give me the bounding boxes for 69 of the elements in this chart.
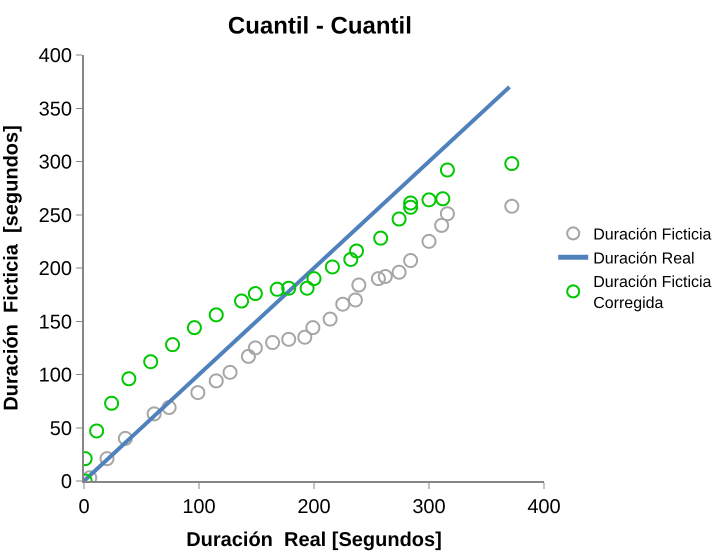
legend-label: Duración Ficticia (593, 226, 712, 244)
point (281, 280, 296, 296)
point (165, 337, 180, 352)
point (118, 430, 133, 446)
point (162, 400, 177, 416)
y-tick-label: 200 (38, 258, 72, 280)
y-tick-label: 100 (38, 364, 72, 386)
point (343, 252, 358, 267)
point (240, 348, 256, 364)
x-tick-label: 0 (78, 496, 90, 518)
point (440, 162, 455, 178)
chart-title: Cuantil - Cuantil (228, 12, 412, 40)
y-tick-label: 0 (60, 471, 72, 493)
point (306, 271, 322, 286)
point (89, 423, 104, 438)
point (434, 218, 450, 233)
point (248, 286, 263, 302)
point (248, 340, 263, 356)
point (208, 307, 224, 322)
point (392, 212, 407, 227)
point (348, 292, 363, 308)
point (378, 269, 393, 284)
point (322, 312, 338, 327)
point (440, 206, 455, 222)
point (222, 364, 238, 380)
legend-label: Duración Ficticia Corregida (593, 274, 712, 312)
x-tick-label: 300 (412, 496, 446, 518)
y-tick-label: 350 (38, 98, 72, 120)
point (270, 282, 285, 297)
point (104, 396, 120, 411)
point (265, 335, 280, 350)
point (190, 385, 206, 400)
point (100, 451, 114, 466)
y-tick-label: 300 (38, 152, 72, 174)
point (186, 320, 202, 336)
x-tick-label: 100 (182, 496, 216, 518)
point (349, 243, 364, 258)
x-axis-title: Duración Real [Segundos] (186, 529, 442, 551)
x-tick-label: 200 (297, 496, 331, 518)
point (281, 332, 296, 347)
point (403, 200, 418, 215)
point (143, 354, 158, 370)
y-tick-label: 250 (38, 204, 72, 227)
y-tick-label: 50 (50, 418, 72, 440)
point (335, 296, 350, 312)
point (370, 271, 386, 286)
point (121, 371, 136, 386)
point (324, 259, 340, 274)
point (234, 294, 250, 309)
point (403, 196, 418, 211)
point (504, 198, 520, 214)
point (351, 278, 366, 293)
x-tick-label: 400 (527, 496, 561, 518)
point (392, 264, 407, 280)
y-axis-title: Duración Ficticia [segundos] (0, 125, 23, 411)
point (208, 373, 224, 388)
y-tick-label: 400 (38, 45, 72, 67)
point (422, 234, 436, 249)
point (435, 191, 450, 206)
point (305, 320, 320, 336)
point (422, 192, 436, 208)
y-tick-label: 150 (38, 311, 72, 334)
point (146, 406, 162, 422)
point (504, 156, 520, 172)
point (373, 230, 388, 246)
point (297, 330, 312, 345)
legend-label: Duración Real (593, 250, 695, 268)
point (403, 253, 418, 268)
point (300, 280, 315, 296)
